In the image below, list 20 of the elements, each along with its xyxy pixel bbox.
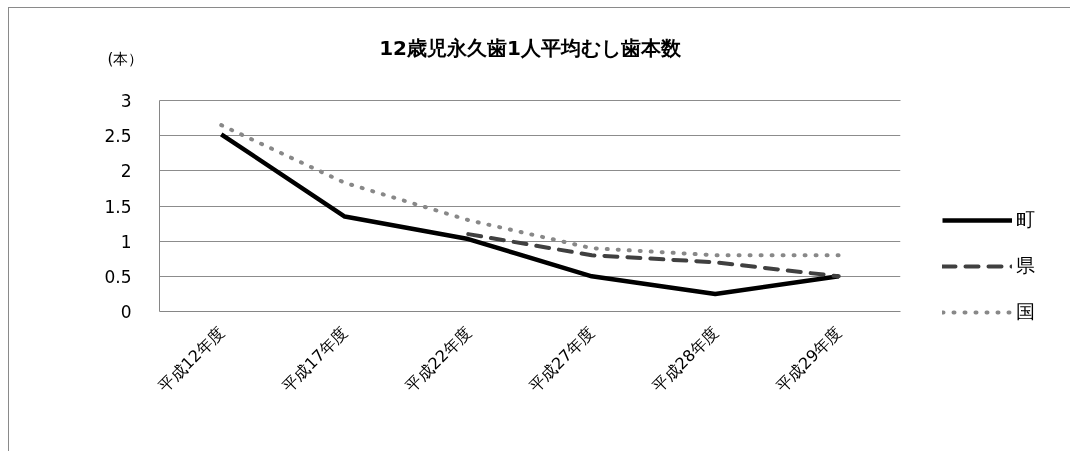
legend-label: 町 — [1016, 207, 1036, 232]
line-series — [466, 232, 841, 279]
legend-label: 県 — [1016, 253, 1036, 278]
x-tick-label: 平成12年度 — [154, 322, 228, 396]
x-tick-label: 平成28年度 — [648, 322, 722, 396]
y-tick-label: 1.5 — [104, 196, 132, 217]
chart-title: 12歳児永久歯1人平均むし歯本数 — [379, 35, 682, 60]
y-tick-label: 1 — [120, 231, 132, 252]
x-tick-label: 平成27年度 — [525, 322, 599, 396]
y-tick-label: 3 — [120, 91, 132, 111]
x-tick-label: 平成29年度 — [772, 322, 846, 396]
y-tick-label: 0.5 — [104, 266, 132, 287]
y-tick-label: 2.5 — [104, 126, 132, 147]
legend-label: 国 — [1016, 299, 1036, 324]
line-series — [219, 132, 841, 297]
y-tick-label: 0 — [120, 302, 132, 322]
x-tick-label: 平成22年度 — [401, 322, 475, 396]
y-axis-title: (本） — [107, 49, 144, 68]
y-tick-label: 2 — [120, 161, 132, 182]
x-tick-label: 平成17年度 — [278, 322, 352, 396]
